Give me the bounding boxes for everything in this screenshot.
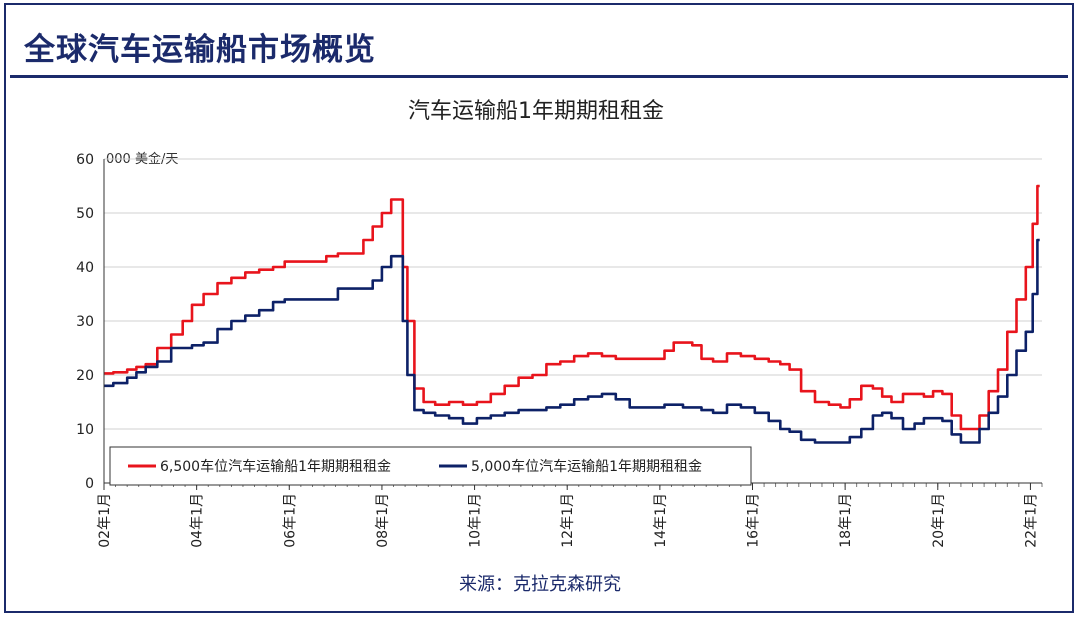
y-tick-label: 40 — [76, 260, 94, 276]
y-tick-label: 50 — [76, 206, 94, 222]
x-tick-label: 18年1月 — [838, 493, 854, 548]
x-tick-label: 08年1月 — [375, 493, 391, 548]
y-axis-ticks: 0 10 20 30 40 50 60 — [76, 152, 94, 492]
x-tick-label: 22年1月 — [1023, 493, 1039, 548]
y-tick-label: 60 — [76, 152, 94, 168]
y-tick-label: 30 — [76, 314, 94, 330]
x-tick-label: 02年1月 — [97, 493, 113, 548]
series-lines — [104, 184, 1040, 444]
y-tick-label: 10 — [76, 422, 94, 438]
x-tick-label: 10年1月 — [468, 493, 484, 548]
grid-lines — [104, 158, 1042, 430]
x-tick-label: 04年1月 — [190, 493, 206, 548]
legend-box — [109, 446, 752, 486]
series-line-6500 — [104, 184, 1040, 431]
slide-frame — [4, 3, 1074, 613]
x-tick-label: 16年1月 — [745, 493, 761, 548]
y-tick-label: 20 — [76, 368, 94, 384]
x-tick-label: 14年1月 — [653, 493, 669, 548]
x-tick-label: 06年1月 — [282, 493, 298, 548]
legend-label: 5,000车位汽车运输船1年期期租租金 — [471, 458, 702, 475]
page-title: 全球汽车运输船市场概览 — [24, 32, 376, 68]
x-axis-ticks: 02年1月 04年1月 06年1月 08年1月 10年1月 12年1月 14年1月 16年1月… — [97, 483, 1043, 548]
y-tick-label: 0 — [85, 476, 94, 492]
chart-title: 汽车运输船1年期期租租金 — [408, 99, 664, 124]
series-line-5000 — [104, 238, 1040, 444]
source-note: 来源：克拉克森研究 — [459, 574, 621, 595]
x-tick-label: 20年1月 — [931, 493, 947, 548]
title-underline — [10, 75, 1068, 78]
legend-label: 6,500车位汽车运输船1年期期租租金 — [160, 458, 391, 475]
legend: 6,500车位汽车运输船1年期期租租金 5,000车位汽车运输船1年期期租租金 — [109, 446, 752, 486]
x-tick-label: 12年1月 — [560, 493, 576, 548]
